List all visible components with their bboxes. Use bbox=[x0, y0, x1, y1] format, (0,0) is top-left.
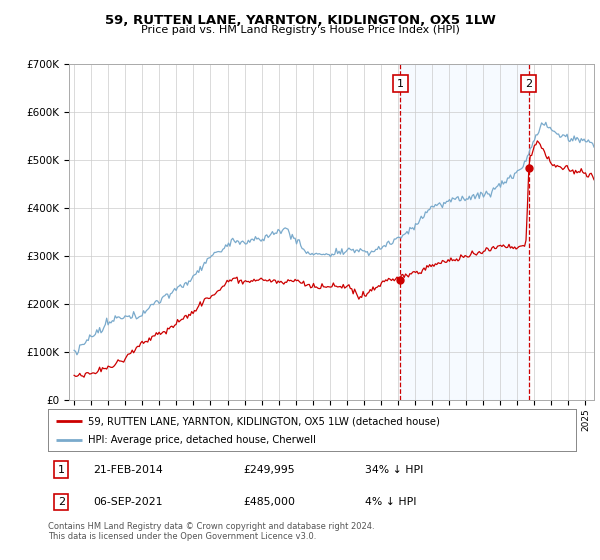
Bar bbox=[400, 64, 529, 400]
Text: HPI: Average price, detached house, Cherwell: HPI: Average price, detached house, Cher… bbox=[88, 435, 316, 445]
Text: Price paid vs. HM Land Registry's House Price Index (HPI): Price paid vs. HM Land Registry's House … bbox=[140, 25, 460, 35]
Text: £249,995: £249,995 bbox=[244, 465, 295, 475]
Text: 2: 2 bbox=[526, 78, 532, 88]
Text: 21-FEB-2014: 21-FEB-2014 bbox=[93, 465, 163, 475]
Text: 34% ↓ HPI: 34% ↓ HPI bbox=[365, 465, 423, 475]
Text: 1: 1 bbox=[58, 465, 65, 475]
Text: 59, RUTTEN LANE, YARNTON, KIDLINGTON, OX5 1LW: 59, RUTTEN LANE, YARNTON, KIDLINGTON, OX… bbox=[104, 14, 496, 27]
Text: 4% ↓ HPI: 4% ↓ HPI bbox=[365, 497, 416, 507]
Text: 59, RUTTEN LANE, YARNTON, KIDLINGTON, OX5 1LW (detached house): 59, RUTTEN LANE, YARNTON, KIDLINGTON, OX… bbox=[88, 417, 439, 426]
Text: 1: 1 bbox=[397, 78, 404, 88]
Text: Contains HM Land Registry data © Crown copyright and database right 2024.
This d: Contains HM Land Registry data © Crown c… bbox=[48, 522, 374, 542]
Text: 2: 2 bbox=[58, 497, 65, 507]
Text: 06-SEP-2021: 06-SEP-2021 bbox=[93, 497, 163, 507]
Text: £485,000: £485,000 bbox=[244, 497, 295, 507]
